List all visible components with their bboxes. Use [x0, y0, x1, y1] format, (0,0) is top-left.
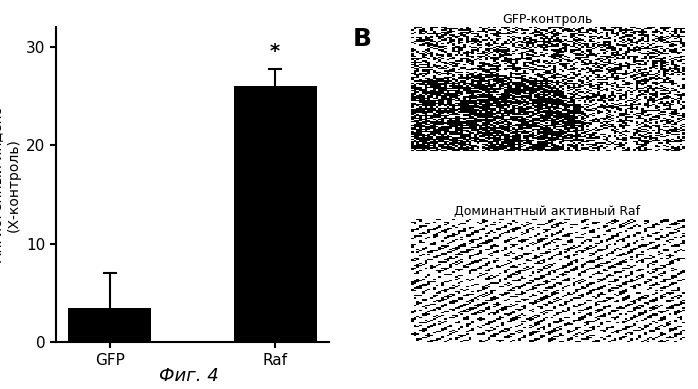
Text: Фиг. 4: Фиг. 4	[158, 367, 218, 385]
Title: GFP-контроль: GFP-контроль	[503, 13, 593, 26]
Bar	[68, 308, 151, 342]
Text: *: *	[270, 42, 280, 61]
Title: Доминантный активный Raf: Доминантный активный Raf	[454, 205, 641, 217]
Y-axis label: Ангиогенный индекс
(Х-контроль): Ангиогенный индекс (Х-контроль)	[0, 107, 20, 262]
Text: B: B	[352, 27, 371, 51]
Bar	[234, 86, 317, 342]
